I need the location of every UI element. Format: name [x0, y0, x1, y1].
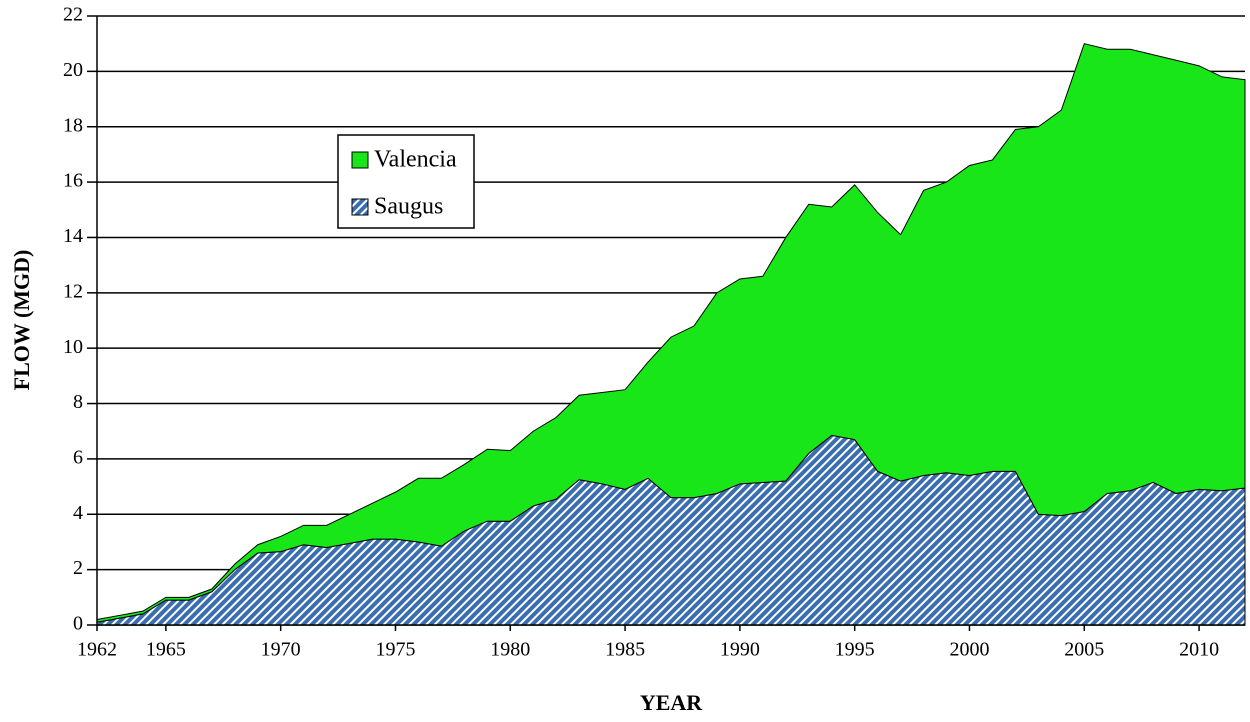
- y-tick-label: 0: [73, 613, 83, 635]
- x-tick-label: 1985: [605, 639, 645, 661]
- y-tick-label: 22: [63, 4, 83, 26]
- y-tick-label: 12: [63, 280, 83, 302]
- y-tick-label: 18: [63, 114, 83, 136]
- y-tick-label: 4: [73, 502, 83, 524]
- y-tick-label: 14: [63, 225, 83, 247]
- legend-swatch: [351, 151, 369, 169]
- y-tick-label: 16: [63, 170, 83, 192]
- x-tick-label: 1970: [261, 639, 301, 661]
- x-tick-label: 1962: [77, 639, 117, 661]
- legend: Valencia Saugus: [337, 134, 475, 229]
- x-tick-label: 1980: [490, 639, 530, 661]
- areas: [96, 43, 1246, 626]
- legend-swatch: [351, 198, 369, 216]
- y-tick-label: 2: [73, 557, 83, 579]
- y-axis-label: FLOW (MGD): [9, 250, 34, 391]
- y-tick-label: 6: [73, 447, 83, 469]
- legend-label: Valencia: [374, 147, 457, 173]
- y-tick-label: 10: [63, 336, 83, 358]
- x-tick-label: 1975: [375, 639, 415, 661]
- x-tick-label: 2005: [1064, 639, 1104, 661]
- area: [96, 43, 1246, 623]
- y-tick-label: 20: [63, 59, 83, 81]
- x-tick-label: 2000: [949, 639, 989, 661]
- x-axis-label: YEAR: [640, 690, 703, 715]
- y-tick-label: 8: [73, 391, 83, 413]
- x-tick-label: 1990: [720, 639, 760, 661]
- x-tick-label: 1965: [146, 639, 186, 661]
- x-tick-label: 1995: [835, 639, 875, 661]
- axes: 0 2 4 6 8 10 12 14 16 18 20 22 1962 1965 1970 1975 1980 1…: [63, 4, 1245, 661]
- legend-label: Saugus: [374, 194, 443, 220]
- x-tick-label: 2010: [1179, 639, 1219, 661]
